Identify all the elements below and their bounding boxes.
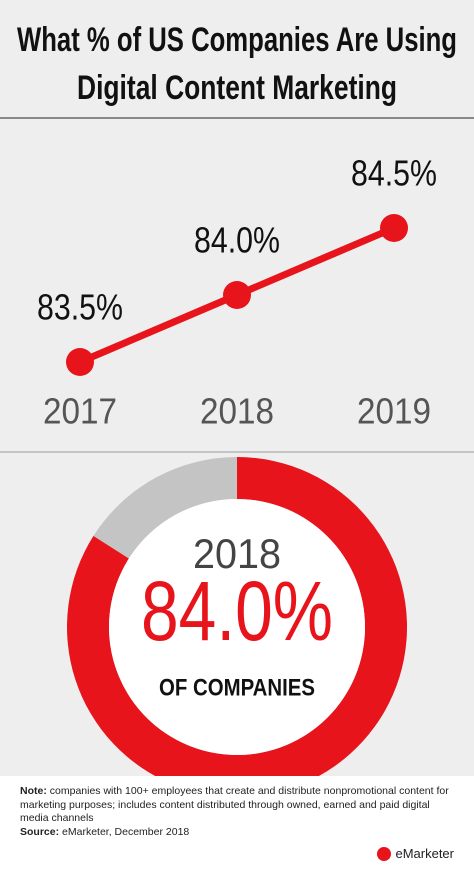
title-line: Digital Content Marketing: [77, 69, 397, 107]
note-label: Note:: [20, 785, 47, 797]
title-line: What % of US Companies Are Using: [17, 21, 457, 59]
donut-segment: [93, 457, 237, 559]
note-text: companies with 100+ employees that creat…: [20, 785, 449, 824]
donut-year: 2018: [193, 530, 281, 577]
note: Note: companies with 100+ employees that…: [20, 785, 454, 826]
donut-subtitle: OF COMPANIES: [159, 674, 315, 701]
value-label: 84.5%: [351, 153, 437, 194]
x-tick-label: 2018: [200, 391, 274, 432]
value-label: 84.0%: [194, 220, 280, 261]
data-point: [380, 214, 408, 242]
donut-value-label: 84.0%: [141, 564, 333, 658]
brand-name: eMarketer: [395, 846, 454, 862]
value-label: 83.5%: [37, 287, 123, 328]
data-point: [66, 348, 94, 376]
donut-hole: [109, 499, 365, 755]
x-tick-label: 2019: [357, 391, 431, 432]
footer: Note: companies with 100+ employees that…: [0, 776, 474, 885]
chart: What % of US Companies Are Using Digital…: [0, 21, 474, 776]
brand-logo: eMarketer: [377, 847, 454, 861]
logo-icon: [377, 847, 392, 861]
source-label: Source:: [20, 825, 60, 838]
source: Source: eMarketer, December 2018: [20, 826, 454, 840]
x-tick-label: 2017: [43, 391, 117, 432]
data-point: [223, 281, 251, 309]
source-text: eMarketer, December 2018: [62, 825, 190, 838]
